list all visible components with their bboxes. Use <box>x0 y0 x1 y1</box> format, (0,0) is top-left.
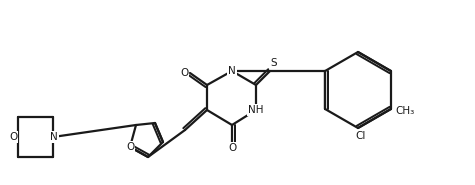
Text: N: N <box>50 132 58 142</box>
Text: Cl: Cl <box>356 131 366 141</box>
Text: N: N <box>228 66 236 76</box>
Text: S: S <box>271 58 277 68</box>
Text: O: O <box>180 68 188 78</box>
Text: CH₃: CH₃ <box>395 106 415 116</box>
Text: NH: NH <box>248 105 264 115</box>
Text: O: O <box>228 143 236 153</box>
Text: O: O <box>9 132 17 142</box>
Text: O: O <box>126 142 134 152</box>
